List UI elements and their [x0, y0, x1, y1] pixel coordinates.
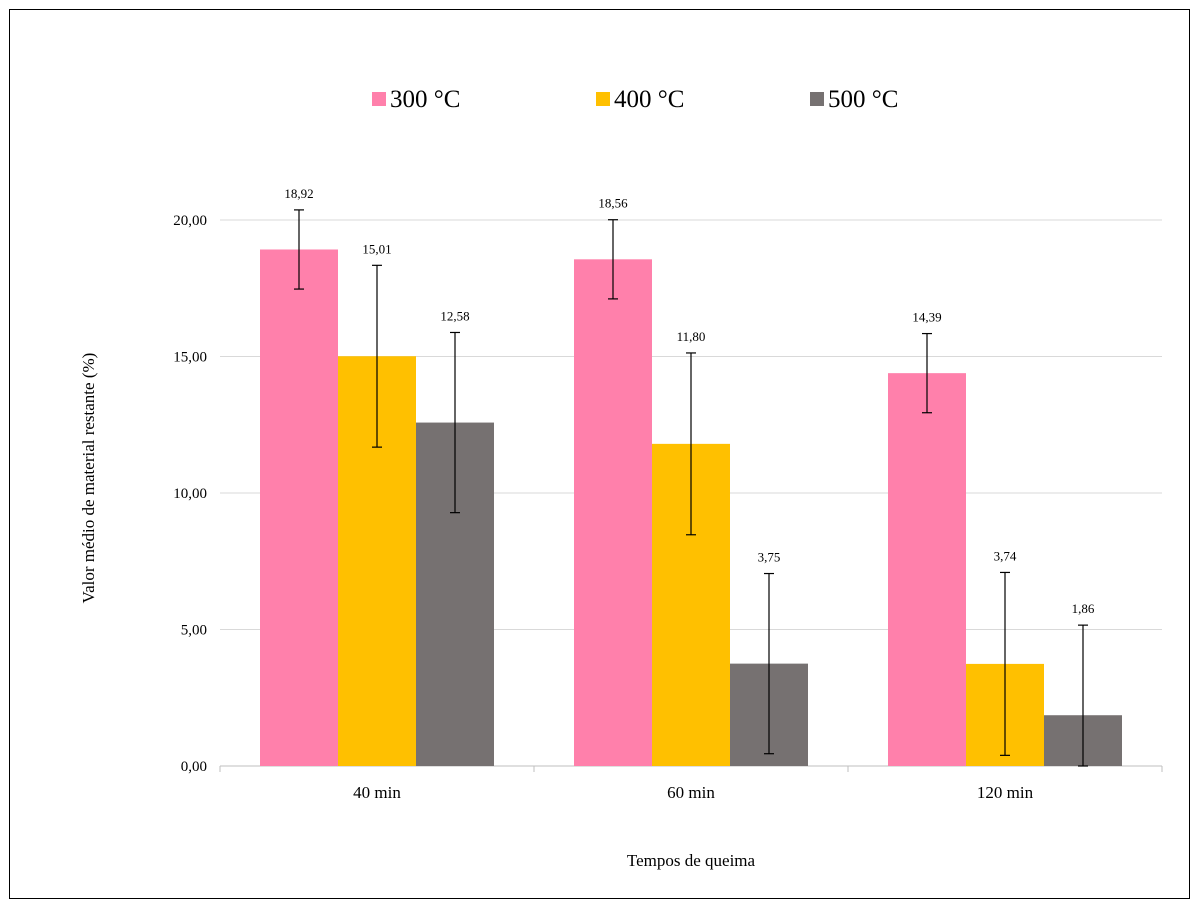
y-tick-label: 0,00 — [181, 759, 207, 775]
category-labels: 40 min 60 min 120 min — [353, 783, 1033, 802]
category-label: 40 min — [353, 783, 401, 802]
chart-frame: 0,00 5,00 10,00 15,00 20,00 18,92 15,01 12,58 1… — [9, 9, 1190, 899]
data-label: 15,01 — [362, 241, 391, 256]
data-label: 12,58 — [440, 308, 469, 323]
error-bars — [294, 209, 1088, 767]
y-tick-label: 20,00 — [173, 213, 207, 229]
y-tick-label: 5,00 — [181, 623, 207, 639]
data-label: 18,56 — [598, 196, 628, 211]
legend-label: 400 °C — [614, 86, 684, 113]
data-label: 1,86 — [1072, 601, 1095, 616]
y-tick-label: 15,00 — [173, 350, 207, 366]
data-label: 3,75 — [758, 550, 781, 565]
data-label: 18,92 — [284, 186, 313, 201]
bar — [574, 259, 652, 766]
y-tick-label: 10,00 — [173, 486, 207, 502]
legend-item: 500 °C — [810, 86, 898, 113]
bar — [260, 249, 338, 766]
x-axis-title: Tempos de queima — [627, 851, 756, 870]
data-labels: 18,92 15,01 12,58 18,56 11,80 3,75 14,39 3,74 1,… — [284, 186, 1095, 616]
data-label: 3,74 — [994, 548, 1017, 563]
legend-swatch — [372, 92, 386, 106]
legend-item: 300 °C — [372, 86, 460, 113]
data-label: 11,80 — [677, 329, 706, 344]
y-axis-title: Valor médio de material restante (%) — [79, 353, 98, 604]
y-tick-labels: 0,00 5,00 10,00 15,00 20,00 — [173, 213, 207, 775]
legend-swatch — [810, 92, 824, 106]
bar — [888, 373, 966, 766]
legend: 300 °C 400 °C 500 °C — [372, 86, 898, 113]
category-label: 120 min — [977, 783, 1034, 802]
category-label: 60 min — [667, 783, 715, 802]
bars — [260, 249, 1122, 766]
legend-item: 400 °C — [596, 86, 684, 113]
legend-label: 500 °C — [828, 86, 898, 113]
data-label: 14,39 — [912, 310, 941, 325]
legend-label: 300 °C — [390, 86, 460, 113]
legend-swatch — [596, 92, 610, 106]
